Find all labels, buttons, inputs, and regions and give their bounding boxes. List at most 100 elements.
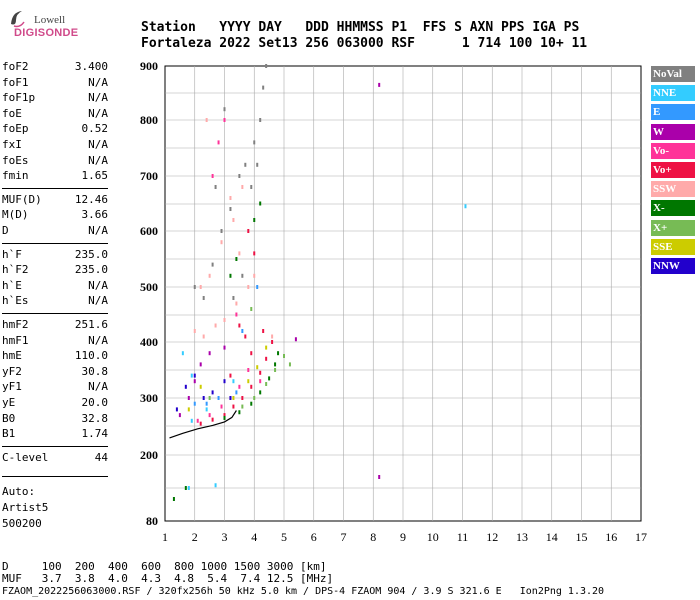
- param-key: h`F: [2, 247, 22, 261]
- param-key: h`E: [2, 278, 22, 292]
- header-row-labels: Station YYYY DAY DDD HHMMSS P1 FFS S AXN…: [141, 20, 580, 35]
- x-tick-label: 1: [162, 530, 168, 544]
- data-point-vo: [196, 418, 199, 423]
- data-point-nne: [181, 351, 184, 356]
- param-value: N/A: [88, 333, 108, 347]
- logo-line2: DIGISONDE: [14, 27, 79, 39]
- data-point-vo: [238, 384, 241, 389]
- data-point-nnw: [175, 407, 178, 412]
- data-point-x: [253, 218, 256, 222]
- x-tick-label: 2: [192, 530, 198, 544]
- legend-entry-w: W: [651, 123, 695, 140]
- data-point-vo: [253, 251, 256, 256]
- data-point-ssw: [193, 329, 196, 333]
- data-point-nnw: [223, 379, 226, 384]
- data-point-vo: [259, 379, 262, 384]
- data-point-nne: [190, 418, 193, 423]
- data-point-nnw: [211, 390, 214, 395]
- data-point-vo: [241, 396, 244, 400]
- param-value: 235.0: [74, 263, 108, 277]
- data-point-vo: [238, 323, 241, 328]
- legend-entry-x: X-: [651, 200, 695, 217]
- param-key: yF1: [2, 380, 22, 394]
- legend-entry-ssw: SSW: [651, 181, 695, 198]
- data-point-noval: [241, 273, 244, 278]
- param-row: D N/A: [2, 224, 108, 240]
- data-point-x: [259, 390, 262, 395]
- legend-entry-nne: NNE: [651, 85, 695, 102]
- param-key: h`F2: [2, 263, 29, 277]
- data-point-vo: [247, 368, 250, 372]
- data-point-e: [217, 396, 220, 400]
- param-row: MUF(D) 12.46: [2, 193, 108, 209]
- data-point-w: [294, 337, 297, 342]
- data-point-nne: [464, 204, 467, 209]
- param-key: foE: [2, 106, 22, 120]
- data-point-vo: [232, 404, 235, 409]
- data-point-noval: [211, 262, 214, 267]
- param-value: 235.0: [74, 247, 108, 261]
- param-value: 251.6: [74, 318, 108, 331]
- param-key: MUF(D): [2, 192, 42, 206]
- param-separator: [2, 445, 108, 447]
- data-point-w: [378, 475, 381, 479]
- param-value: N/A: [88, 91, 108, 105]
- param-row: foEp 0.52: [2, 122, 108, 138]
- data-point-x: [250, 307, 253, 311]
- data-point-x: [265, 382, 268, 386]
- data-point-vo: [223, 413, 226, 418]
- param-row: h`Es N/A: [2, 294, 108, 310]
- y-tick-label: 700: [140, 169, 158, 183]
- data-point-x: [223, 415, 226, 420]
- data-point-noval: [193, 285, 196, 289]
- data-point-nnw: [229, 396, 232, 400]
- data-point-noval: [238, 174, 241, 178]
- data-point-ssw: [208, 273, 211, 278]
- data-point-w: [178, 413, 181, 418]
- data-point-noval: [232, 296, 235, 300]
- legend-entry-vo: Vo-: [651, 142, 695, 159]
- param-row: hmF2 251.6: [2, 318, 108, 334]
- param-row: B0 32.8: [2, 412, 108, 428]
- data-point-e: [241, 329, 244, 333]
- data-point-vo: [262, 329, 265, 333]
- data-point-noval: [256, 162, 259, 167]
- param-value: N/A: [88, 106, 108, 120]
- y-tick-label: 300: [140, 391, 158, 405]
- param-row: hmF1 N/A: [2, 334, 108, 350]
- param-value: 3.66: [81, 208, 109, 222]
- param-key: B0: [2, 411, 16, 425]
- data-point-vo: [250, 384, 253, 389]
- data-point-ssw: [223, 318, 226, 322]
- file-info-row: FZAOM_2022256063000.RSF / 320fx256h 50 k…: [2, 586, 605, 597]
- chart-grid: [164, 65, 642, 522]
- param-key: B1: [2, 427, 16, 441]
- x-tick-label: 7: [341, 530, 347, 544]
- legend-entry-nnw: NNW: [651, 258, 695, 274]
- x-tick-label: 16: [605, 530, 617, 544]
- param-row: foF1 N/A: [2, 76, 108, 92]
- data-point-vo: [208, 413, 211, 418]
- x-tick-label: 13: [516, 530, 528, 544]
- data-point-x: [238, 410, 241, 415]
- legend-entry-sse: SSE: [651, 238, 695, 255]
- artist-version: Artist5: [2, 501, 49, 514]
- data-point-sse: [187, 407, 190, 412]
- x-tick-label: 9: [400, 530, 406, 544]
- data-point-ssw: [229, 196, 232, 200]
- param-row: foF1p N/A: [2, 91, 108, 107]
- data-point-vo: [259, 370, 262, 375]
- data-point-ssw: [199, 285, 202, 289]
- data-point-vo: [250, 351, 253, 356]
- data-point-x: [208, 396, 211, 400]
- x-tick-label: 10: [427, 530, 439, 544]
- param-separator: [2, 187, 108, 189]
- data-point-sse: [265, 345, 268, 350]
- data-point-nnw: [184, 384, 187, 389]
- legend-entry-e: E: [651, 104, 695, 121]
- distance-row: D 100 200 400 600 800 1000 1500 3000 [km…: [2, 560, 327, 573]
- param-row: fxI N/A: [2, 138, 108, 154]
- header-row-values: Fortaleza 2022 Set13 256 063000 RSF 1 71…: [141, 36, 588, 51]
- param-key: foF1p: [2, 91, 36, 105]
